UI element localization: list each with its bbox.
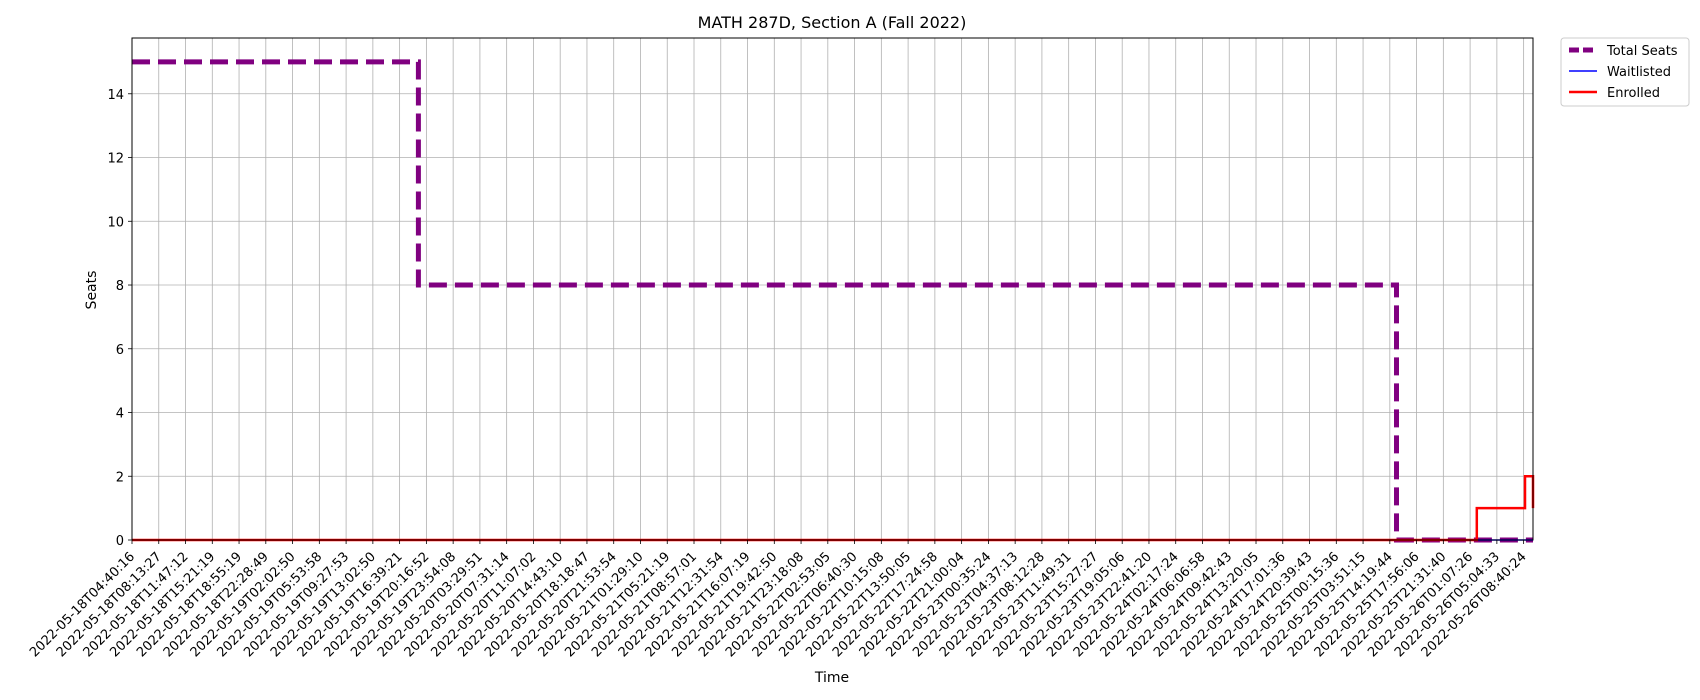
x-axis-title: Time	[814, 670, 849, 686]
series-line-enrolled	[132, 475, 1535, 542]
y-tick-label: 10	[107, 215, 124, 230]
y-tick-label: 4	[116, 407, 124, 422]
y-tick-label: 14	[107, 88, 124, 103]
grid-lines	[131, 38, 1533, 541]
plot-border	[131, 37, 1534, 541]
y-tick-label: 0	[116, 534, 124, 549]
y-tick-label: 12	[107, 152, 124, 167]
legend-label: Waitlisted	[1607, 65, 1671, 80]
y-tick-label: 2	[116, 470, 124, 485]
y-axis-ticks: 0 2 4 6 8 10 12 14	[107, 88, 132, 549]
y-tick-label: 6	[116, 343, 124, 358]
series-line-total-seats	[132, 59, 1533, 543]
legend-box	[1560, 37, 1690, 107]
legend-label: Total Seats	[1606, 44, 1678, 59]
y-axis-title: Seats	[84, 271, 100, 310]
legend-label: Enrolled	[1607, 86, 1660, 101]
plot-frame	[131, 37, 1534, 541]
series-lines	[132, 59, 1535, 543]
legend: Total Seats Waitlisted Enrolled	[1560, 37, 1690, 107]
x-axis-ticks: 2022-05-18T04:40:162022-05-18T08:13:2720…	[27, 540, 1530, 660]
chart-title: MATH 287D, Section A (Fall 2022)	[698, 13, 967, 32]
y-tick-label: 8	[116, 279, 124, 294]
